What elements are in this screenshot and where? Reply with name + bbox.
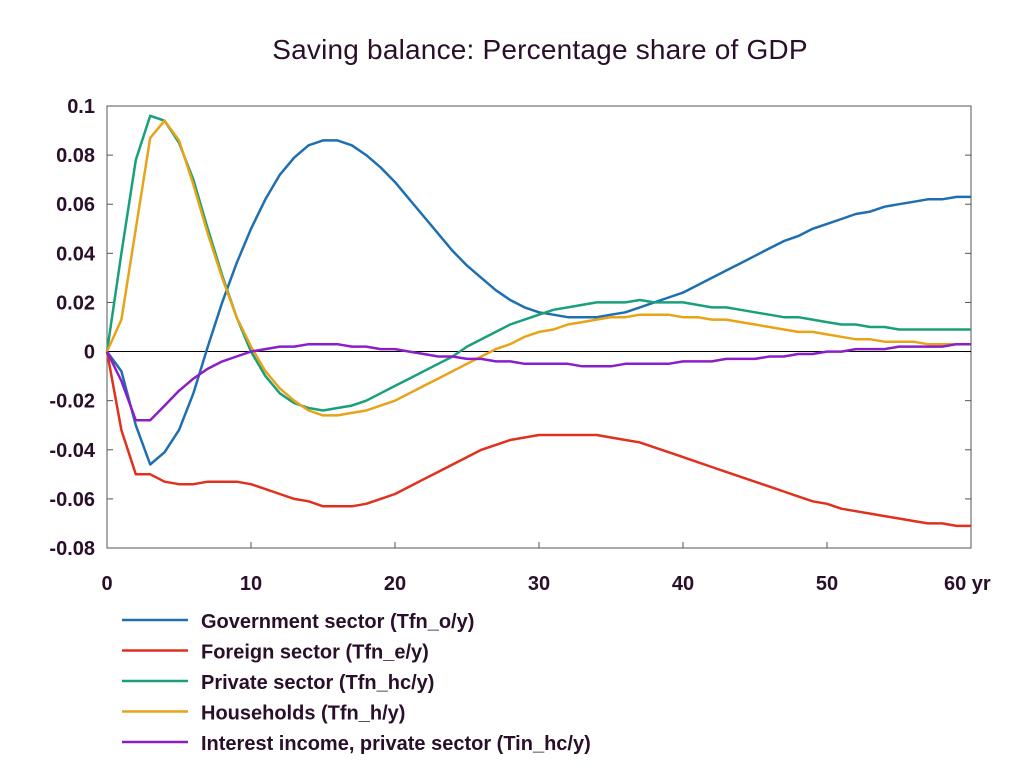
y-tick-label: 0 xyxy=(84,342,95,364)
y-tick-label: -0.06 xyxy=(49,489,95,511)
series-line xyxy=(105,119,971,417)
y-axis-ticks: -0.08 -0.06 -0.04 -0.02 0 0.02 0.04 0.06 0.08 0.1 xyxy=(49,96,971,560)
x-axis-ticks: 0 10 20 30 40 50 60 yr xyxy=(101,542,991,595)
y-tick-label: 0.06 xyxy=(56,194,95,216)
x-tick-label: 40 xyxy=(672,573,694,595)
series-lines xyxy=(105,114,971,528)
series-line xyxy=(105,139,971,466)
x-tick-label: 30 xyxy=(528,573,550,595)
legend-label: Government sector (Tfn_o/y) xyxy=(201,611,474,633)
series-line xyxy=(105,342,971,422)
y-tick-label: -0.02 xyxy=(49,391,95,413)
y-tick-label: 0.04 xyxy=(56,243,96,265)
y-tick-label: 0.08 xyxy=(56,145,95,167)
x-tick-label: 20 xyxy=(384,573,406,595)
x-tick-label: 60 yr xyxy=(944,573,991,595)
x-tick-label: 10 xyxy=(240,573,262,595)
x-tick-label: 50 xyxy=(816,573,838,595)
y-tick-label: -0.08 xyxy=(49,538,95,560)
series-line xyxy=(105,351,971,528)
legend-label: Private sector (Tfn_hc/y) xyxy=(201,672,434,694)
y-tick-label: 0.1 xyxy=(67,96,95,118)
y-tick-label: 0.02 xyxy=(56,292,95,314)
legend-label: Interest income, private sector (Tin_hc/… xyxy=(201,733,591,755)
y-tick-label: -0.04 xyxy=(49,440,95,462)
legend-label: Households (Tfn_h/y) xyxy=(201,703,405,725)
chart-title: Saving balance: Percentage share of GDP xyxy=(272,34,808,65)
x-tick-label: 0 xyxy=(101,573,112,595)
legend: Government sector (Tfn_o/y) Foreign secto… xyxy=(122,611,591,755)
legend-label: Foreign sector (Tfn_e/y) xyxy=(201,642,429,664)
